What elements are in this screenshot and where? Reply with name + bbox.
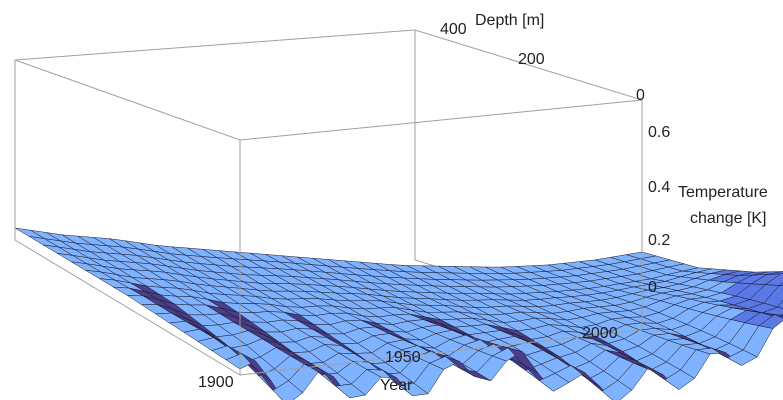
temperature-axis-title-line-1: Temperature — [678, 184, 768, 201]
surface-patch — [778, 282, 783, 286]
year-tick-1900: 1900 — [198, 374, 234, 391]
temperature-axis-title-line-2: change [K] — [690, 210, 767, 227]
plot-box-front — [14, 60, 643, 376]
temp-tick-0.4: 0.4 — [648, 179, 670, 196]
depth-tick-400: 400 — [440, 21, 467, 38]
surface-patch — [774, 314, 783, 319]
surface-mesh — [14, 227, 783, 400]
year-tick-1950: 1950 — [385, 349, 421, 366]
depth-axis-title: Depth [m] — [475, 12, 544, 29]
temp-tick-0.6: 0.6 — [648, 124, 670, 141]
depth-tick-200: 200 — [518, 51, 545, 68]
year-tick-2000: 2000 — [582, 325, 618, 342]
surface-patch — [777, 299, 783, 309]
depth-tick-0: 0 — [636, 87, 645, 104]
year-axis-title: Year — [380, 377, 413, 394]
temp-tick-0.2: 0.2 — [648, 232, 670, 249]
temp-tick-0.0: 0 — [648, 279, 657, 296]
